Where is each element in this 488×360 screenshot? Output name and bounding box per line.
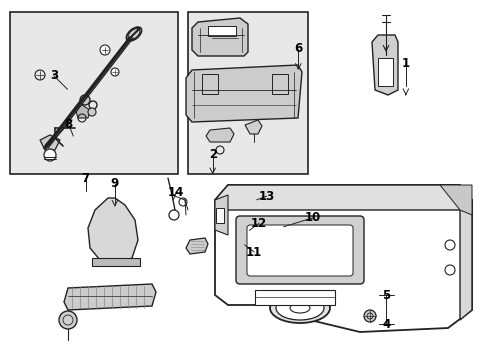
Bar: [377, 58, 392, 86]
Ellipse shape: [269, 293, 329, 323]
Circle shape: [44, 149, 56, 161]
Bar: [254, 290, 334, 305]
Polygon shape: [439, 185, 471, 215]
Bar: [10, 12, 178, 174]
Text: 10: 10: [304, 211, 321, 224]
Bar: [92, 258, 140, 266]
Text: 5: 5: [382, 289, 389, 302]
Text: 3: 3: [50, 69, 58, 82]
FancyBboxPatch shape: [246, 225, 352, 276]
Polygon shape: [371, 35, 397, 95]
Bar: [187, 12, 307, 174]
Ellipse shape: [126, 27, 142, 41]
Polygon shape: [459, 185, 471, 320]
Polygon shape: [192, 18, 247, 56]
Text: 12: 12: [250, 217, 267, 230]
Polygon shape: [185, 65, 302, 122]
Text: 2: 2: [208, 148, 216, 161]
Polygon shape: [88, 198, 138, 264]
Circle shape: [363, 310, 375, 322]
Text: 8: 8: [64, 118, 72, 131]
Polygon shape: [40, 135, 60, 150]
Polygon shape: [64, 284, 156, 310]
Polygon shape: [205, 128, 234, 142]
Polygon shape: [215, 195, 227, 235]
Text: 7: 7: [81, 172, 89, 185]
Circle shape: [88, 108, 96, 116]
Text: 13: 13: [258, 190, 274, 203]
Bar: [207, 26, 236, 36]
Circle shape: [100, 45, 110, 55]
Bar: [216, 208, 224, 223]
Circle shape: [59, 311, 77, 329]
Polygon shape: [215, 185, 471, 332]
Polygon shape: [185, 238, 207, 254]
Bar: [202, 74, 218, 94]
Circle shape: [111, 68, 119, 76]
Bar: [271, 74, 287, 94]
Polygon shape: [244, 120, 262, 134]
Text: 14: 14: [167, 186, 184, 199]
Polygon shape: [215, 185, 471, 210]
Text: 4: 4: [382, 318, 389, 330]
Text: 6: 6: [294, 42, 302, 55]
Polygon shape: [75, 105, 90, 118]
Text: 9: 9: [111, 177, 119, 190]
Text: 11: 11: [245, 246, 262, 258]
Ellipse shape: [275, 296, 324, 320]
Text: 1: 1: [401, 57, 409, 69]
FancyBboxPatch shape: [236, 216, 363, 284]
Circle shape: [80, 95, 90, 105]
